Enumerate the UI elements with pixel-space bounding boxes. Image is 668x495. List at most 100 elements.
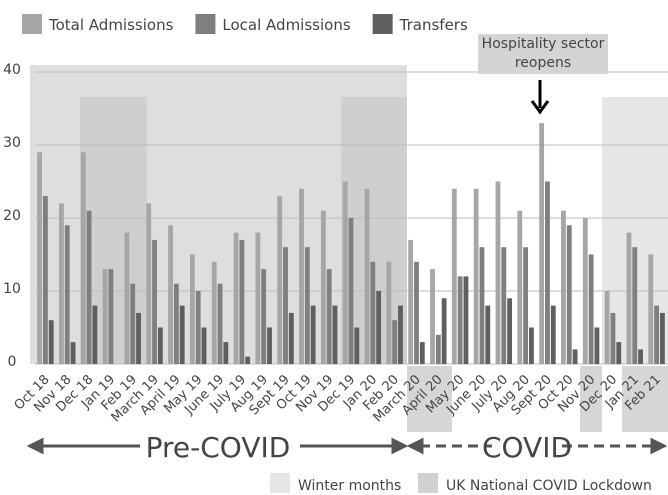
legend-swatch <box>372 14 393 34</box>
bar <box>485 305 491 364</box>
y-tick-label: 40 <box>3 62 21 78</box>
y-tick-label: 0 <box>8 354 17 370</box>
bar <box>255 232 261 364</box>
bar <box>201 327 207 364</box>
bar <box>70 342 76 364</box>
period-label: COVID <box>482 431 572 464</box>
y-tick-label: 30 <box>3 135 21 151</box>
bar <box>157 327 163 364</box>
bar <box>233 232 239 364</box>
bar <box>550 305 556 364</box>
bar <box>632 247 638 364</box>
shade <box>580 366 602 432</box>
bar <box>136 312 141 364</box>
bar <box>561 210 566 364</box>
bar <box>588 254 594 364</box>
bar <box>364 188 370 364</box>
bar <box>376 291 382 364</box>
legend-swatch <box>195 14 216 34</box>
bar <box>146 203 152 364</box>
bar <box>386 261 392 364</box>
legend-label: UK National COVID Lockdown <box>446 478 652 494</box>
bar <box>130 283 136 364</box>
bar <box>507 298 513 364</box>
bar <box>572 349 578 364</box>
bar <box>479 247 485 364</box>
bar <box>654 305 659 364</box>
bar <box>48 320 54 364</box>
bar <box>342 181 348 364</box>
bar <box>277 196 283 364</box>
bar <box>529 327 534 364</box>
bar <box>463 276 469 364</box>
bar <box>441 298 447 364</box>
bar <box>659 312 665 364</box>
bar <box>326 269 332 364</box>
legend-label: Transfers <box>399 16 468 34</box>
bar <box>414 261 419 364</box>
bar <box>348 218 354 364</box>
bar <box>545 181 550 364</box>
bar <box>108 269 114 364</box>
bar <box>37 152 43 364</box>
bar <box>245 356 251 364</box>
period-label: Pre-COVID <box>146 431 291 464</box>
bar <box>86 210 92 364</box>
legend-label: Local Admissions <box>222 16 350 34</box>
shade <box>622 366 668 432</box>
bar <box>310 305 316 364</box>
bar <box>124 232 130 364</box>
bar <box>370 261 376 364</box>
legend-swatch <box>418 473 438 493</box>
arrow <box>530 100 550 115</box>
legend-label: Total Admissions <box>48 16 174 34</box>
shade <box>407 366 452 432</box>
y-tick-label: 10 <box>3 281 21 297</box>
bar <box>332 305 338 364</box>
bar <box>594 327 600 364</box>
bar <box>239 239 245 364</box>
y-tick-label: 20 <box>3 208 21 224</box>
bar <box>495 181 501 364</box>
bar <box>582 218 588 364</box>
bar <box>501 247 507 364</box>
bar <box>80 152 86 364</box>
period-arrows <box>26 437 668 455</box>
bar <box>92 305 98 364</box>
bar <box>217 283 223 364</box>
bar <box>261 269 267 364</box>
bar <box>299 188 304 364</box>
bar <box>283 247 288 364</box>
bar <box>626 232 632 364</box>
bar <box>354 327 360 364</box>
bar <box>173 283 179 364</box>
bar <box>195 291 201 364</box>
legend-label: Winter months <box>298 478 401 494</box>
plot: 0 10 20 30 40 <box>3 62 668 370</box>
bar <box>223 342 229 364</box>
bar <box>168 225 173 364</box>
bar <box>211 261 217 364</box>
bar <box>320 210 326 364</box>
bar <box>648 254 654 364</box>
bar <box>517 210 523 364</box>
bar <box>267 327 272 364</box>
bar <box>102 269 108 364</box>
bar <box>392 320 398 364</box>
annotation: Hospitality sector reopens <box>478 34 608 74</box>
bar <box>43 196 48 364</box>
bar <box>451 188 457 364</box>
bar <box>473 188 479 364</box>
bar <box>616 342 622 364</box>
bar <box>59 203 64 364</box>
bar <box>398 305 403 364</box>
bar <box>435 334 441 364</box>
bar <box>539 123 545 364</box>
bar <box>288 312 294 364</box>
legend-swatch <box>22 14 42 34</box>
bar <box>430 269 435 364</box>
bar <box>189 254 195 364</box>
bar <box>419 342 425 364</box>
